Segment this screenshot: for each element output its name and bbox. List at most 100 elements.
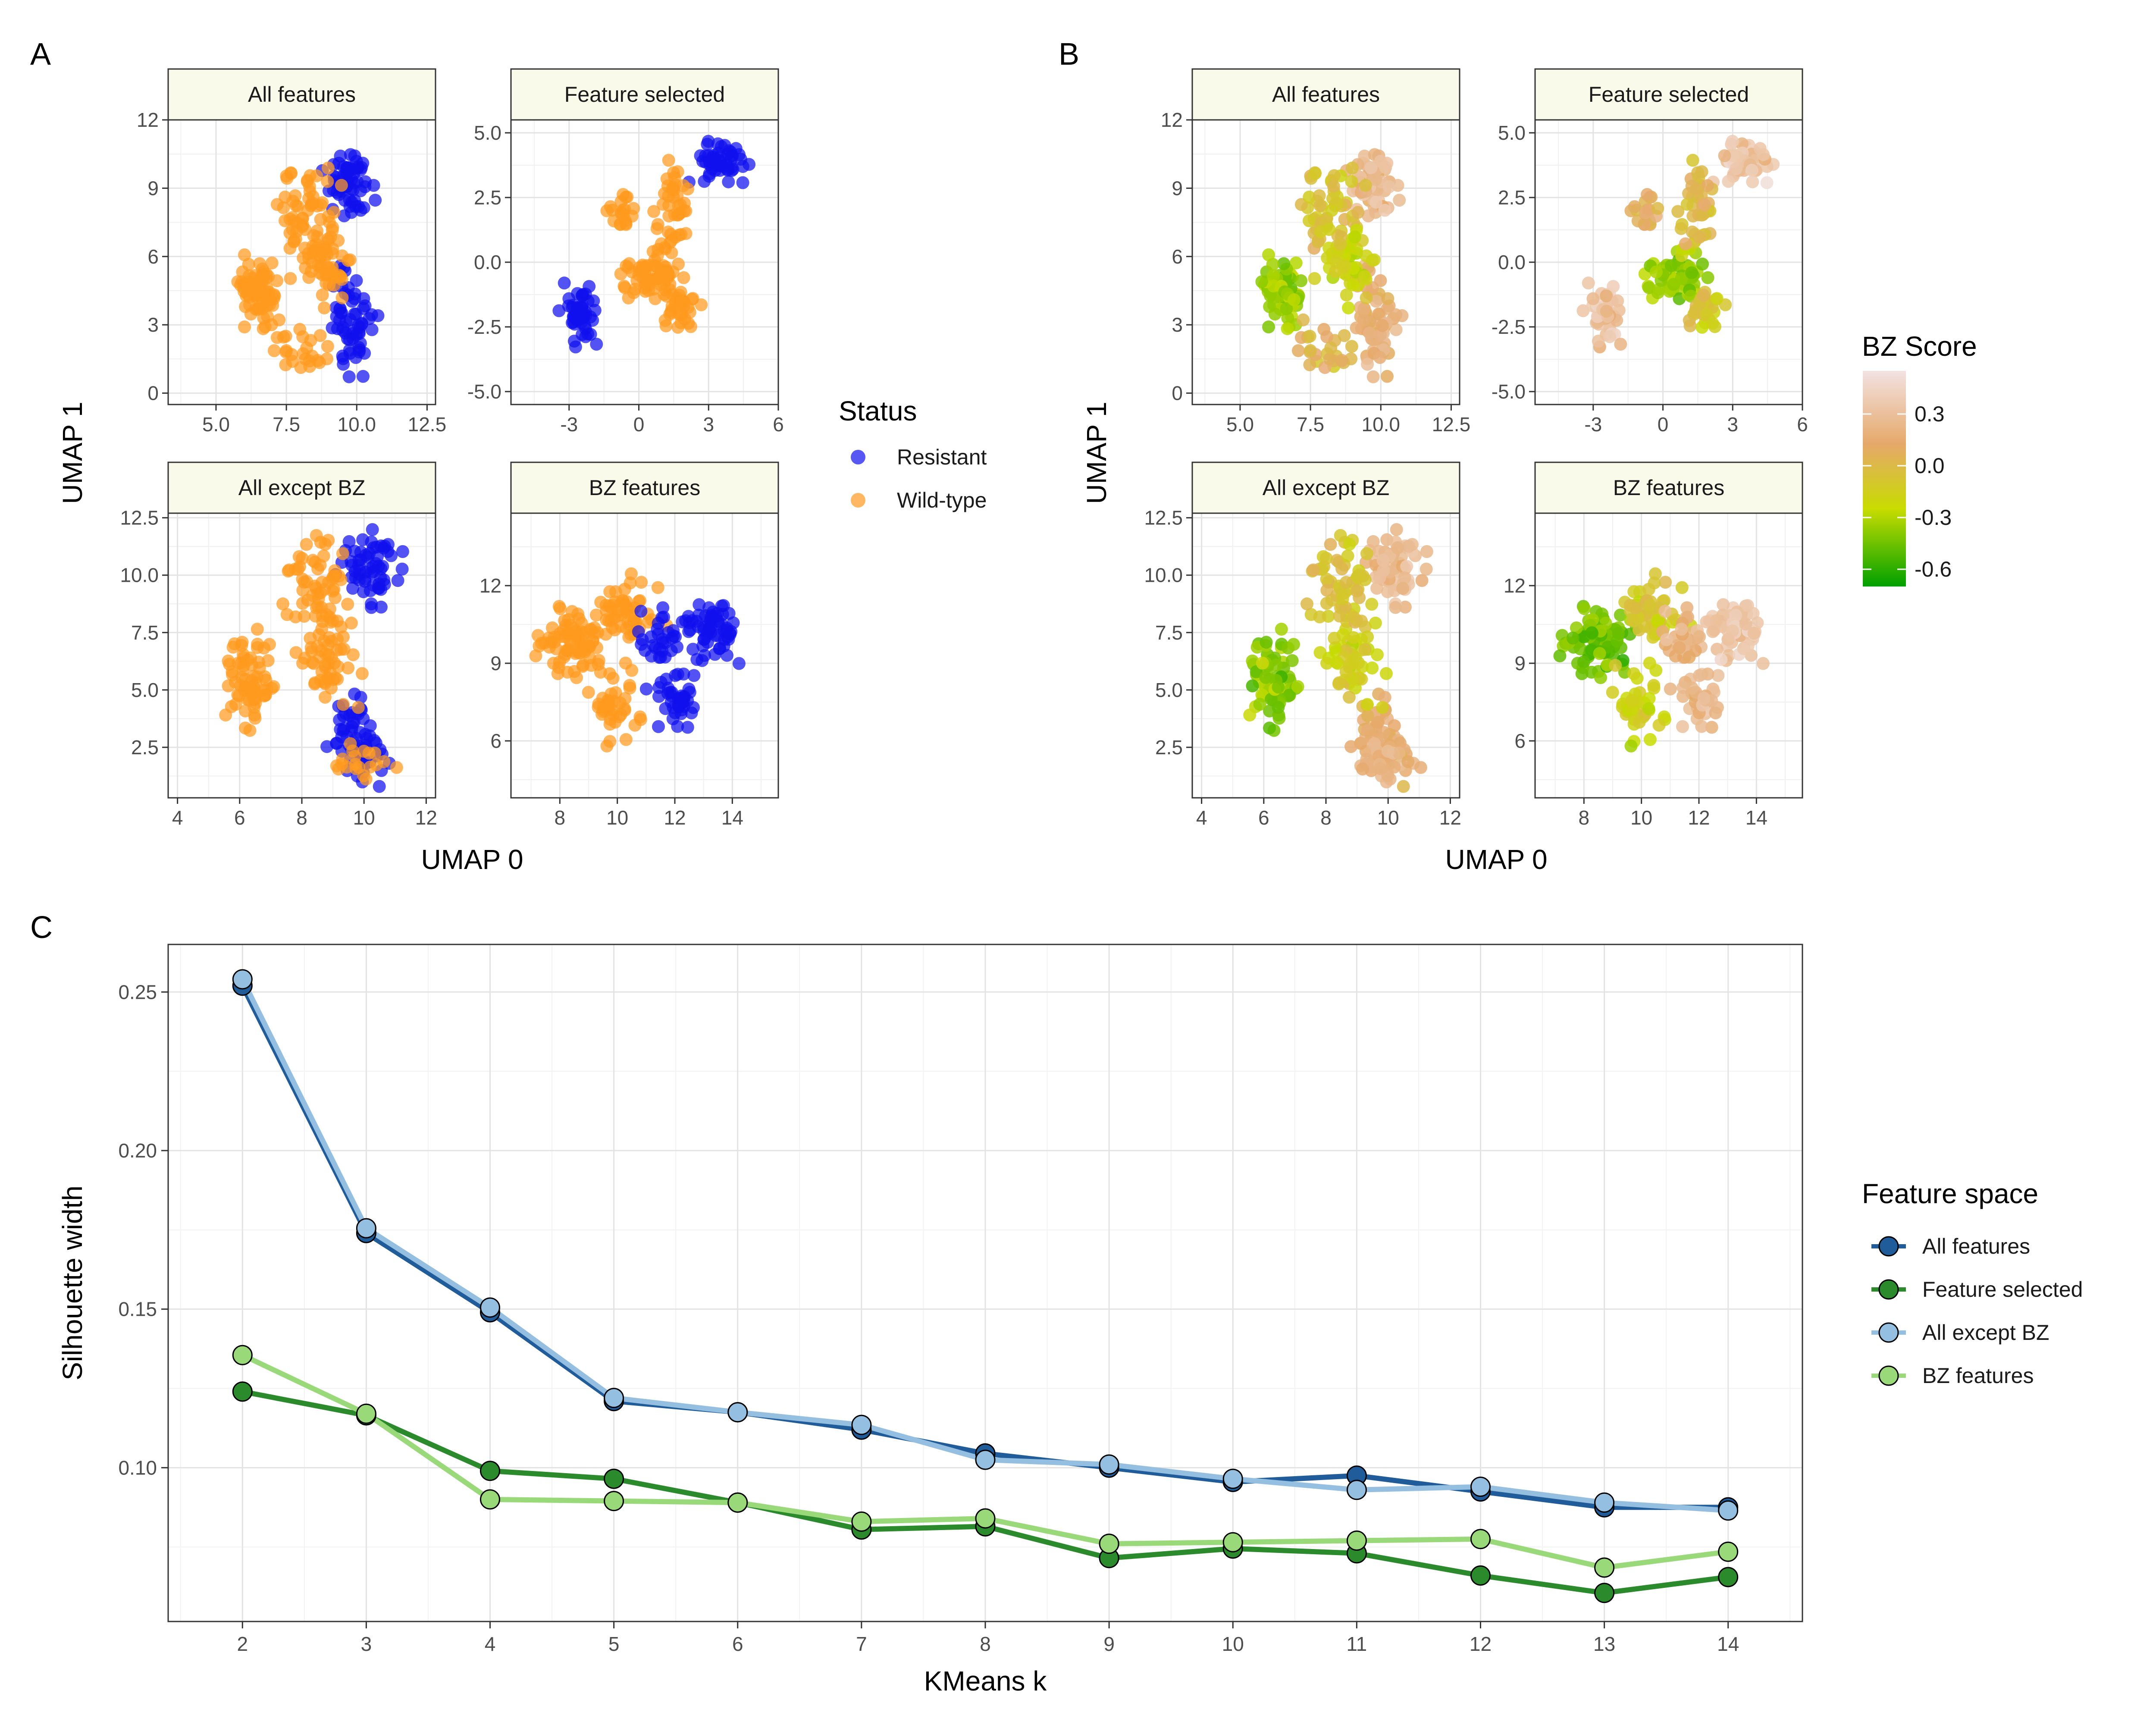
scatter-point [348, 307, 361, 321]
scatter-point [1267, 279, 1280, 293]
umap-a-x-axis-title: UMAP 0 [421, 844, 523, 875]
scatter-point [257, 322, 270, 336]
scatter-point [602, 614, 615, 627]
scatter-point [1272, 681, 1285, 694]
scatter-point [614, 620, 628, 633]
scatter-point [1323, 352, 1336, 366]
scatter-point [690, 653, 704, 666]
umap-b-facet-1-x-tick-label: 10.0 [1361, 413, 1400, 436]
scatter-point [243, 279, 256, 293]
scatter-point [1334, 529, 1347, 542]
scatter-point [288, 189, 302, 202]
scatter-point [1334, 237, 1347, 251]
scatter-point [333, 303, 347, 316]
scatter-point [662, 154, 675, 167]
chart-y-tick-label: 0.20 [118, 1139, 157, 1162]
chart-x-tick-label: 4 [485, 1633, 496, 1655]
scatter-point [1643, 599, 1656, 612]
series-point-bz-features [1099, 1534, 1119, 1554]
umap-b-facet-1-points [1255, 148, 1409, 383]
scatter-point [239, 300, 252, 313]
scatter-point [302, 192, 315, 205]
scatter-point [273, 313, 286, 326]
scatter-point [1313, 189, 1326, 202]
series-point-all-except-bz [1718, 1500, 1739, 1521]
legend-key-point-all-except-bz [1878, 1322, 1899, 1343]
scatter-point [1650, 265, 1663, 279]
scatter-point [677, 179, 690, 192]
legend-key-resistant [851, 450, 865, 464]
scatter-point [1680, 198, 1694, 211]
umap-b-facet-4-strip-title: BZ features [1613, 476, 1724, 500]
scatter-point [1336, 592, 1349, 605]
scatter-point [628, 718, 642, 732]
scatter-point [1291, 680, 1304, 693]
scatter-point [1381, 769, 1395, 782]
scatter-point [717, 599, 730, 612]
scatter-point [1376, 701, 1389, 714]
umap-a-facet-1-y-tick-label: 12 [137, 109, 159, 131]
scatter-point [1675, 623, 1688, 636]
chart-y-tick-label: 0.15 [118, 1298, 157, 1320]
scatter-point [1357, 303, 1371, 316]
umap-a-facet-4-strip-title: BZ features [589, 476, 700, 500]
scatter-point [651, 581, 664, 594]
scatter-point [585, 659, 598, 672]
umap-b-facet-2-y-tick-label: 0.0 [1498, 251, 1526, 273]
chart-x-tick-label: 6 [732, 1633, 743, 1655]
scatter-point [1651, 202, 1664, 215]
scatter-point [258, 689, 272, 702]
umap-b-facet-3-strip [1191, 461, 1460, 514]
scatter-point [347, 716, 360, 729]
scatter-point [673, 692, 686, 705]
scatter-point [1332, 676, 1346, 690]
series-point-all-except-bz [480, 1297, 500, 1318]
scatter-point [1730, 162, 1743, 176]
scatter-point [340, 161, 354, 175]
scatter-point [1263, 300, 1276, 313]
umap-panel-a: All features 5.0 7.5 10.0 12.5 0 3 6 9 12 Feature… [120, 68, 784, 829]
legend-label-resistant: Resistant [897, 445, 987, 469]
scatter-point [533, 640, 546, 653]
scatter-point [1711, 669, 1725, 682]
scatter-point [336, 547, 349, 560]
scatter-point [686, 643, 699, 656]
scatter-point [231, 275, 244, 289]
scatter-point [569, 647, 582, 660]
scatter-point [368, 746, 382, 760]
scatter-point [315, 665, 329, 678]
scatter-point [303, 180, 316, 193]
scatter-point [300, 538, 313, 551]
scatter-point [1256, 656, 1269, 670]
scatter-point [721, 163, 734, 177]
scatter-point [355, 161, 368, 174]
scatter-point [1642, 281, 1655, 295]
scatter-point [1686, 226, 1699, 238]
scatter-point [617, 188, 630, 201]
scatter-point [1391, 541, 1404, 555]
scatter-point [1695, 320, 1709, 334]
scatter-point [309, 609, 322, 623]
scatter-point [1359, 179, 1372, 192]
scatter-point [661, 226, 675, 238]
scatter-point [232, 656, 245, 670]
scatter-point [1639, 620, 1652, 633]
scatter-point [335, 291, 349, 304]
scatter-point [656, 198, 670, 211]
scatter-point [1335, 562, 1349, 576]
scatter-point [1343, 690, 1356, 704]
umap-a-facet-3-x-tick-label: 8 [296, 806, 307, 829]
scatter-point [1330, 656, 1343, 669]
umap-panel-b: All features 5.0 7.5 10.0 12.5 0 3 6 9 12 Feature… [1144, 68, 1808, 829]
chart-x-tick-label: 9 [1103, 1633, 1115, 1655]
scatter-point [682, 625, 696, 638]
scatter-point [1691, 166, 1705, 179]
scatter-point [1358, 643, 1372, 656]
bz-legend-tick-label: 0.0 [1915, 454, 1945, 478]
scatter-point [365, 308, 378, 321]
scatter-point [345, 173, 358, 186]
umap-a-facet-4-x-tick-label: 12 [664, 806, 686, 829]
scatter-point [1361, 709, 1374, 722]
chart-y-tick-label: 0.25 [118, 981, 157, 1003]
series-point-all-except-bz [232, 969, 253, 990]
